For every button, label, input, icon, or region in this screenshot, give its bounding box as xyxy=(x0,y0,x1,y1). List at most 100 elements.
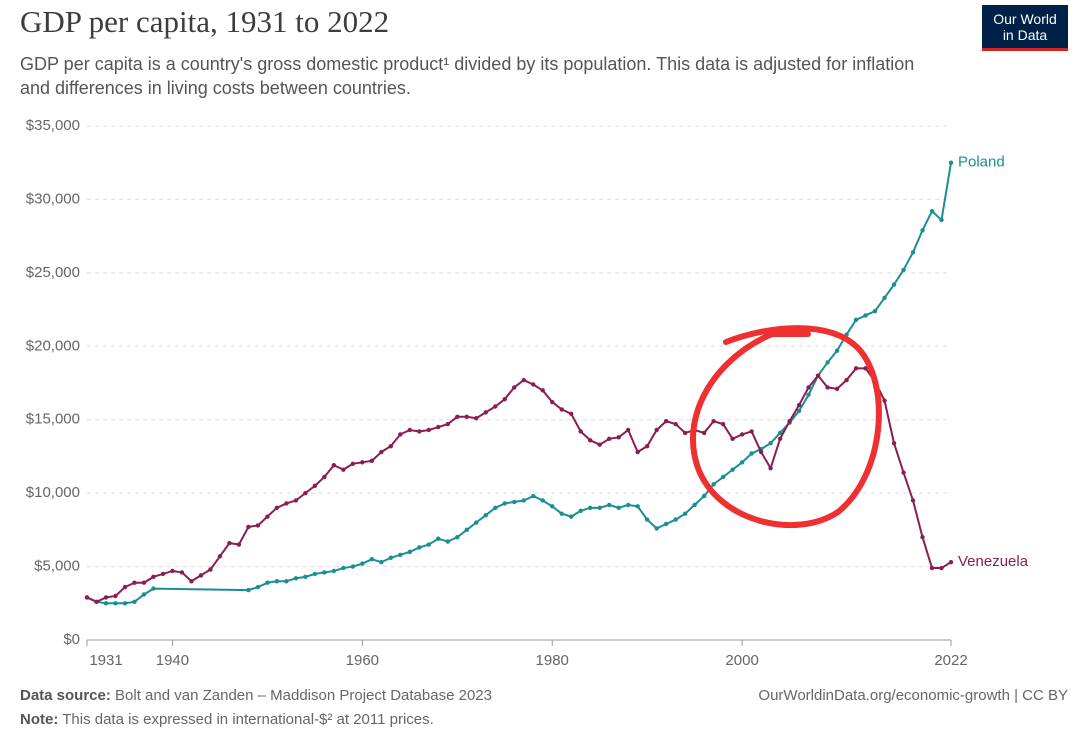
data-point xyxy=(360,561,365,566)
data-point xyxy=(569,411,574,417)
data-point xyxy=(303,574,308,580)
data-point xyxy=(208,567,213,572)
data-point xyxy=(834,386,840,392)
data-point xyxy=(730,467,735,472)
data-point xyxy=(882,398,887,403)
data-point xyxy=(151,586,156,591)
data-point xyxy=(948,160,954,165)
x-tick-label: 1940 xyxy=(156,652,189,669)
data-point xyxy=(407,549,413,555)
data-point xyxy=(673,421,678,427)
data-point xyxy=(891,282,897,287)
data-point xyxy=(682,430,688,436)
data-point xyxy=(635,449,640,455)
data-point xyxy=(559,511,564,516)
data-point xyxy=(578,429,583,434)
data-point xyxy=(341,565,346,571)
data-point xyxy=(521,377,526,383)
data-point xyxy=(331,463,337,468)
data-point xyxy=(322,570,327,575)
source-text: Bolt and van Zanden – Maddison Project D… xyxy=(115,687,492,704)
data-point xyxy=(711,418,716,424)
url[interactable]: OurWorldinData.org/economic-growth | CC … xyxy=(758,687,1068,704)
x-tick-label: 1931 xyxy=(89,652,122,669)
data-point xyxy=(160,571,166,577)
data-point xyxy=(322,474,327,480)
data-point xyxy=(122,584,128,590)
data-point xyxy=(749,451,754,456)
data-point xyxy=(265,514,270,519)
data-point xyxy=(625,427,631,433)
data-point xyxy=(540,498,545,503)
data-point xyxy=(806,385,811,390)
data-point xyxy=(806,392,811,397)
data-point xyxy=(379,559,384,565)
data-point xyxy=(341,467,346,472)
data-point xyxy=(606,436,612,442)
y-tick-label: $10,000 xyxy=(26,484,80,501)
data-point xyxy=(853,366,859,371)
data-point xyxy=(939,565,944,571)
data-point xyxy=(625,502,631,508)
data-point xyxy=(379,449,384,455)
data-point xyxy=(711,482,716,487)
data-point xyxy=(455,414,460,419)
data-point xyxy=(768,441,773,446)
data-point xyxy=(929,208,935,214)
data-point xyxy=(739,432,745,437)
data-point xyxy=(872,308,878,314)
data-point xyxy=(407,427,413,433)
source: Data source: Bolt and van Zanden – Maddi… xyxy=(20,687,492,704)
data-point xyxy=(236,542,242,547)
data-point xyxy=(246,524,251,530)
logo[interactable]: Our World in Data xyxy=(982,5,1068,51)
data-point xyxy=(426,542,432,547)
data-point xyxy=(84,595,90,600)
data-point xyxy=(246,587,251,593)
data-point xyxy=(559,407,564,412)
data-point xyxy=(103,595,109,600)
data-point xyxy=(113,601,118,606)
data-point xyxy=(512,499,517,505)
data-point xyxy=(369,458,375,464)
data-point xyxy=(103,601,109,606)
x-tick-label: 2022 xyxy=(934,652,967,669)
data-point xyxy=(445,539,450,544)
data-point xyxy=(682,511,688,516)
data-point xyxy=(502,501,507,506)
data-point xyxy=(825,360,830,365)
data-point xyxy=(654,427,659,433)
data-point xyxy=(863,313,868,318)
chart-subtitle: GDP per capita is a country's gross dome… xyxy=(20,54,915,98)
data-point xyxy=(597,442,602,447)
data-point xyxy=(569,514,574,519)
data-point xyxy=(920,228,925,233)
data-point xyxy=(464,527,469,533)
data-point xyxy=(616,505,621,511)
data-point xyxy=(436,536,441,541)
data-point xyxy=(312,571,318,577)
data-point xyxy=(113,593,118,599)
note: Note: This data is expressed in internat… xyxy=(20,711,434,728)
data-point xyxy=(274,579,280,584)
data-point xyxy=(825,385,830,390)
data-point xyxy=(255,523,261,528)
data-point xyxy=(369,557,375,562)
logo-line: in Data xyxy=(1002,27,1048,43)
data-point xyxy=(730,436,735,442)
data-point xyxy=(122,601,128,606)
data-point xyxy=(550,399,555,405)
note-label: Note: xyxy=(20,711,59,728)
data-point xyxy=(350,461,356,466)
y-tick-label: $5,000 xyxy=(34,558,80,575)
hand-drawn-circle xyxy=(690,325,882,528)
x-tick-label: 1960 xyxy=(346,652,379,669)
data-point xyxy=(929,565,935,571)
data-point xyxy=(910,250,916,255)
data-point xyxy=(426,427,432,433)
data-point xyxy=(701,430,707,436)
data-point xyxy=(398,552,403,558)
data-point xyxy=(293,498,299,503)
data-point xyxy=(255,584,261,590)
